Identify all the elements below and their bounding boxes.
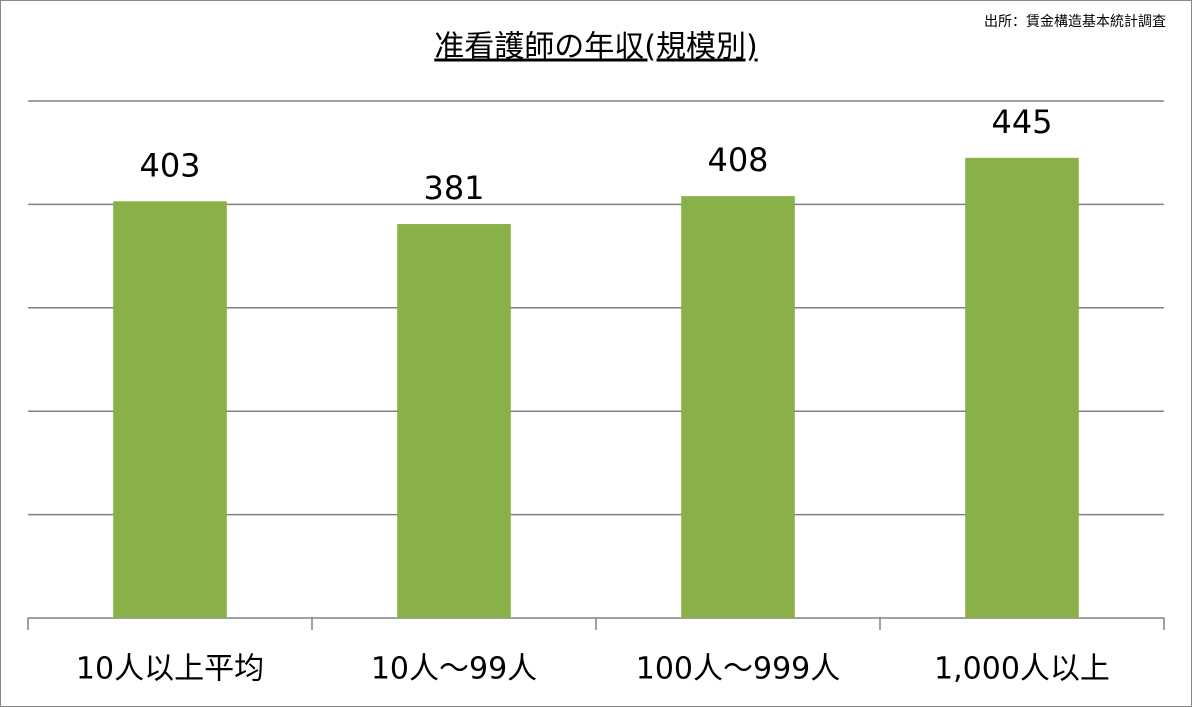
value-label: 403 [139, 146, 200, 184]
bar [397, 224, 511, 618]
chart-title: 准看護師の年収(規模別) [434, 30, 757, 65]
value-label: 381 [423, 169, 484, 207]
x-tick-label: 100人～999人 [636, 652, 841, 687]
x-tick-label: 10人～99人 [371, 652, 537, 687]
bar [681, 196, 795, 619]
bar [965, 157, 1079, 618]
value-label: 445 [991, 103, 1052, 141]
value-label: 408 [707, 141, 768, 179]
bar [113, 201, 227, 618]
x-tick-label: 10人以上平均 [76, 652, 264, 687]
x-tick-label: 1,000人以上 [934, 652, 1110, 687]
source-note: 出所：賃金構造基本統計調査 [984, 13, 1166, 30]
